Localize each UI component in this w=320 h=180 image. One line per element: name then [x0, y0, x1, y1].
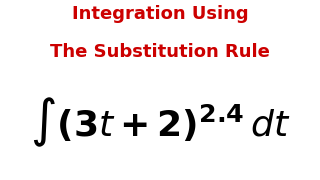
Text: $\int \mathbf{(3\mathit{t}+2)^{2.4}}\,\mathit{dt}$: $\int \mathbf{(3\mathit{t}+2)^{2.4}}\,\m… — [30, 96, 290, 149]
Text: The Substitution Rule: The Substitution Rule — [50, 43, 270, 61]
Text: Integration Using: Integration Using — [72, 5, 248, 23]
